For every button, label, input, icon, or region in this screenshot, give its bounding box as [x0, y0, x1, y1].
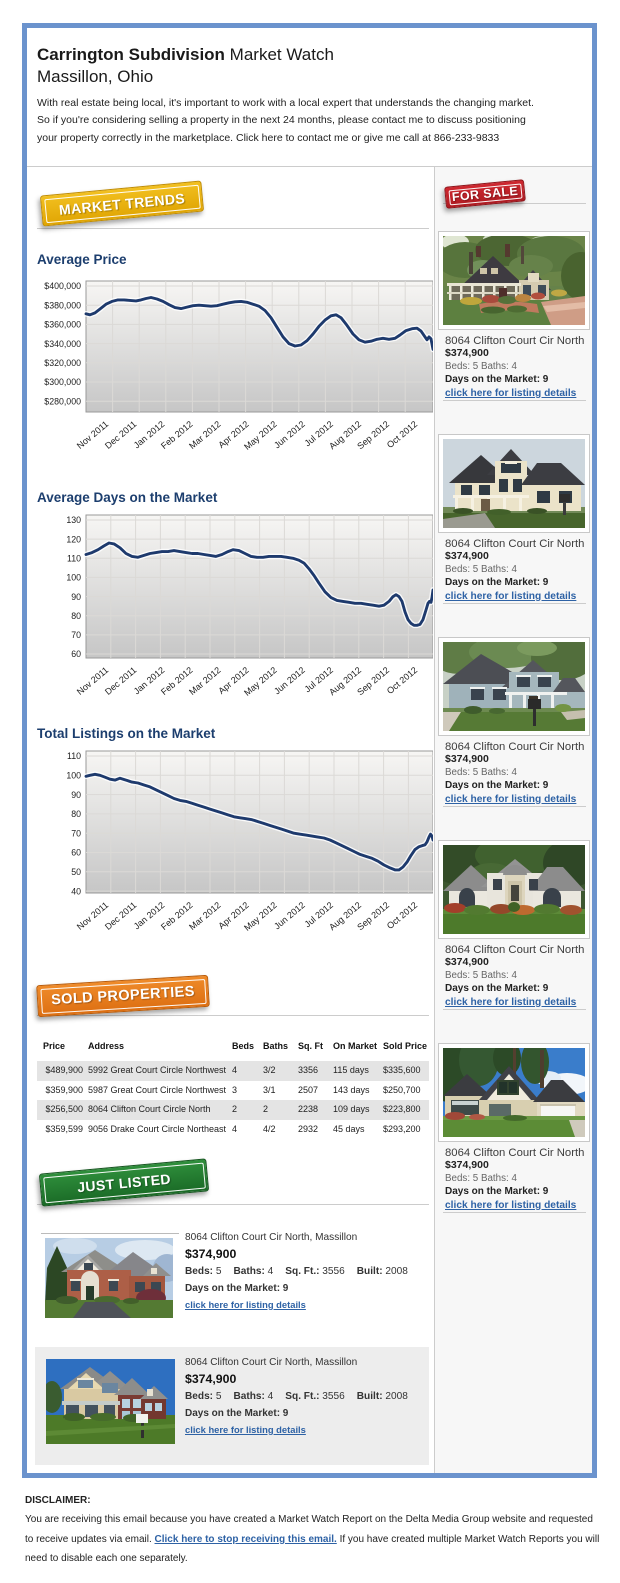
svg-text:Jun 2012: Jun 2012	[272, 900, 307, 931]
svg-text:110: 110	[67, 554, 81, 564]
svg-text:$280,000: $280,000	[44, 396, 81, 406]
svg-text:90: 90	[71, 592, 81, 602]
svg-text:100: 100	[66, 573, 81, 583]
svg-text:70: 70	[71, 828, 81, 838]
svg-text:Mar 2012: Mar 2012	[187, 419, 223, 451]
svg-text:60: 60	[71, 848, 81, 858]
svg-text:Jun 2012: Jun 2012	[272, 665, 307, 696]
svg-text:40: 40	[71, 886, 81, 896]
svg-text:$400,000: $400,000	[44, 281, 81, 291]
svg-text:$360,000: $360,000	[44, 320, 81, 330]
svg-text:Dec 2011: Dec 2011	[103, 665, 138, 697]
svg-text:80: 80	[71, 611, 81, 621]
svg-text:60: 60	[71, 649, 81, 659]
svg-text:$340,000: $340,000	[44, 339, 81, 349]
svg-text:100: 100	[66, 771, 81, 781]
svg-text:90: 90	[71, 790, 81, 800]
svg-text:110: 110	[67, 751, 81, 761]
svg-text:80: 80	[71, 809, 81, 819]
svg-text:Oct 2012: Oct 2012	[385, 900, 419, 931]
svg-text:Oct 2012: Oct 2012	[385, 419, 419, 450]
svg-text:Mar 2012: Mar 2012	[187, 900, 223, 932]
svg-text:130: 130	[66, 515, 81, 525]
svg-text:50: 50	[71, 867, 81, 877]
svg-text:Dec 2011: Dec 2011	[103, 900, 138, 932]
svg-text:$380,000: $380,000	[44, 300, 81, 310]
svg-text:Mar 2012: Mar 2012	[187, 665, 223, 697]
svg-text:Oct 2012: Oct 2012	[385, 665, 419, 696]
svg-text:$320,000: $320,000	[44, 358, 81, 368]
svg-text:Dec 2011: Dec 2011	[103, 419, 138, 451]
svg-text:Jun 2012: Jun 2012	[272, 419, 307, 450]
svg-text:120: 120	[66, 534, 81, 544]
svg-text:70: 70	[71, 630, 81, 640]
svg-text:$300,000: $300,000	[44, 377, 81, 387]
